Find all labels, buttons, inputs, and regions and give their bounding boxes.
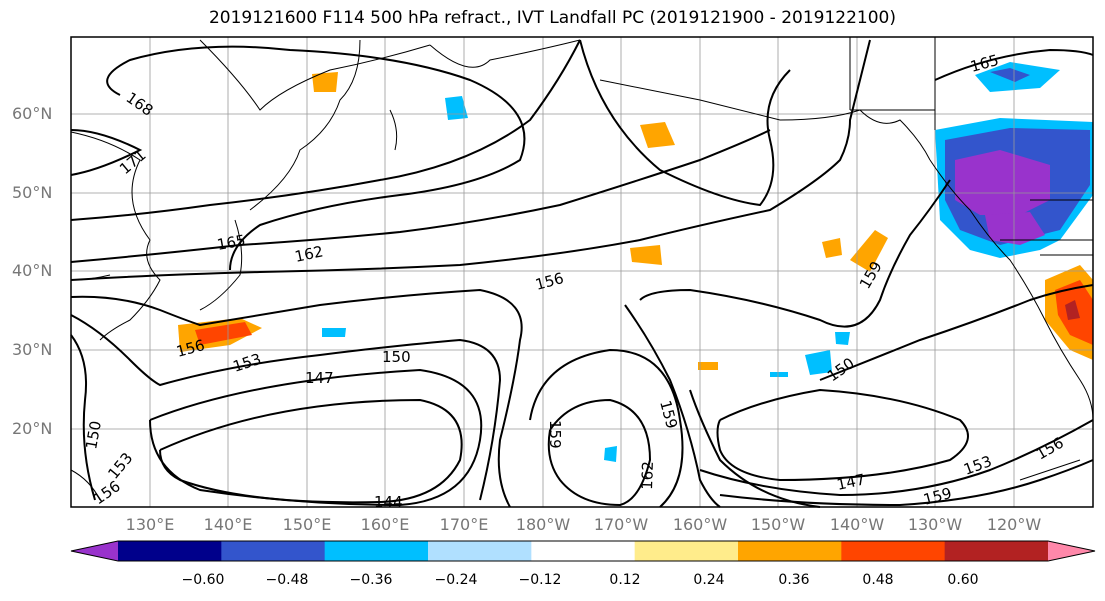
colorbar-segment xyxy=(118,541,222,561)
colorbar-tick-label: −0.12 xyxy=(518,572,562,588)
coastlines xyxy=(70,37,1094,501)
lat-label: 20°N xyxy=(12,419,53,438)
contour-label: 162 xyxy=(638,461,657,490)
colorbar-extend-low xyxy=(71,541,118,561)
shading xyxy=(178,62,1093,462)
colorbar-tick-label: 0.48 xyxy=(862,572,894,588)
colorbar-outline xyxy=(70,540,1096,562)
lon-label: 130°E xyxy=(125,515,175,534)
colorbar-tick-label: 0.24 xyxy=(693,572,725,588)
map-frame xyxy=(70,36,1094,508)
lon-label: 140°W xyxy=(829,515,885,534)
contours xyxy=(70,39,1094,508)
lon-label: 160°E xyxy=(360,515,410,534)
colorbar-tick-label: −0.24 xyxy=(434,572,478,588)
contour-label: 150 xyxy=(82,419,105,450)
lon-label: 170°W xyxy=(593,515,649,534)
colorbar-segment xyxy=(841,541,946,561)
contour-label: 156 xyxy=(533,269,565,294)
lon-label: 120°W xyxy=(986,515,1042,534)
colorbar-segment xyxy=(324,541,429,561)
contour-label: 153 xyxy=(104,449,136,483)
colorbar-tick-label: 0.36 xyxy=(778,572,810,588)
contour-label: 171 xyxy=(116,146,150,178)
contour-label: 153 xyxy=(961,452,994,479)
colorbar-tick-label: −0.48 xyxy=(265,572,309,588)
contour-label: 144 xyxy=(374,493,403,511)
contour-labels: 168 171 165 162 156 159 156 153 150 147 … xyxy=(82,51,1067,511)
contour-label: 147 xyxy=(305,369,334,387)
colorbar-tick-label: −0.36 xyxy=(349,572,393,588)
colorbar-segment xyxy=(531,541,636,561)
gridlines xyxy=(71,37,1093,507)
lon-label: 170°E xyxy=(439,515,489,534)
colorbar-tick-label: 0.60 xyxy=(947,572,979,588)
contour-label: 147 xyxy=(835,470,867,494)
lon-label: 150°W xyxy=(750,515,806,534)
colorbar-extend-high xyxy=(1048,541,1095,561)
contour-label: 153 xyxy=(231,350,264,376)
lon-label: 150°E xyxy=(282,515,332,534)
contour-label: 159 xyxy=(546,420,564,449)
lat-label: 30°N xyxy=(12,340,53,359)
colorbar-segment xyxy=(428,541,532,561)
lat-label: 60°N xyxy=(12,104,53,123)
lat-label: 50°N xyxy=(12,183,53,202)
map-title: 2019121600 F114 500 hPa refract., IVT La… xyxy=(208,8,896,28)
colorbar-segment xyxy=(944,541,1049,561)
contour-label: 168 xyxy=(123,89,157,120)
contour-label: 162 xyxy=(293,242,325,266)
colorbar xyxy=(70,540,1096,562)
colorbar-segment xyxy=(634,541,739,561)
colorbar-tick-label: 0.12 xyxy=(609,572,641,588)
colorbar-segment xyxy=(221,541,326,561)
lon-label: 140°E xyxy=(203,515,253,534)
contour-label: 150 xyxy=(382,348,411,366)
lon-label: 160°W xyxy=(672,515,728,534)
colorbar-tick-label: −0.60 xyxy=(181,572,225,588)
colorbar-segment xyxy=(738,541,842,561)
contour-label: 165 xyxy=(216,231,247,254)
lon-label: 130°W xyxy=(907,515,963,534)
lon-label: 180°W xyxy=(515,515,571,534)
lat-label: 40°N xyxy=(12,261,53,280)
